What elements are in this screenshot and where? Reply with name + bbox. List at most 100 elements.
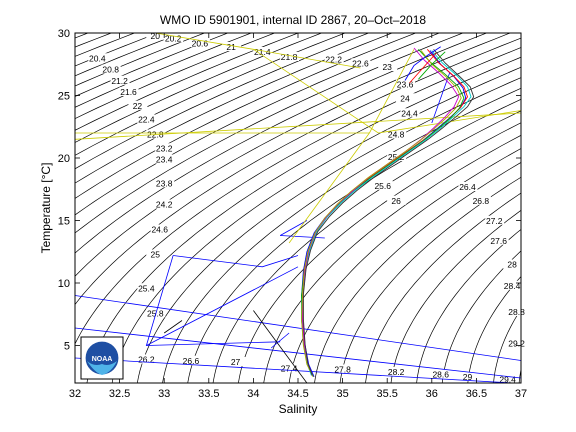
isopycnal-label: 24.4	[401, 108, 418, 118]
isopycnal-label: 28.2	[388, 367, 405, 377]
profile-series	[301, 46, 475, 378]
isopycnal-label-bg	[137, 114, 157, 124]
isopycnal-label-bg	[489, 235, 509, 245]
isopycnal-label-bg	[378, 62, 398, 71]
y-tick-label: 20	[58, 153, 70, 165]
y-axis-ticks: 5 10 15 20 25 30	[58, 28, 521, 353]
isopycnal-label-bg	[351, 58, 371, 68]
isopycnal-line	[86, 56, 521, 383]
isopycnal-label: 23.4	[156, 155, 173, 165]
isopycnal-label-bg	[503, 280, 523, 290]
y-tick-label: 25	[58, 91, 70, 103]
y-tick-label: 30	[58, 28, 70, 40]
isopycnal-line	[75, 33, 488, 254]
isopycnal-label-bg	[253, 47, 273, 56]
x-tick-label: 32	[69, 388, 81, 400]
profile-line	[418, 51, 446, 80]
isopycnal-label-bg	[387, 152, 407, 161]
isopycnal-label: 25.8	[147, 308, 164, 318]
isopycnal-label: 20.6	[192, 38, 209, 48]
isopycnal-label: 21	[226, 42, 236, 52]
isopycnal-line	[570, 27, 576, 390]
isopycnal-line	[75, 33, 323, 143]
isopycnal-label: 21.2	[111, 76, 128, 86]
isopycnal-label-bg	[507, 307, 527, 316]
isopycnal-line	[136, 77, 521, 383]
isopycnal-line	[365, 192, 521, 383]
isopycnal-label-bg	[396, 79, 416, 89]
reference-line	[75, 295, 521, 361]
isopycnal-label-bg	[471, 195, 491, 205]
reference-line	[280, 220, 308, 236]
x-tick-label: 35	[336, 388, 348, 400]
isopycnal-label: 29.2	[508, 338, 525, 348]
isopycnal-line	[75, 33, 370, 170]
noaa-logo: NOAA	[80, 336, 124, 380]
isopycnal-line	[75, 33, 393, 184]
isopycnal-label: 27.4	[281, 363, 298, 373]
isopycnal-label-bg	[485, 215, 505, 225]
isopycnal-line	[339, 176, 521, 383]
isopycnal-label: 28	[507, 260, 517, 270]
profile-line	[301, 50, 462, 378]
isopycnal-label-bg	[222, 42, 242, 51]
isopycnal-label-bg	[387, 129, 407, 139]
isopycnal-line	[314, 162, 521, 383]
y-axis-label: Temperature [°C]	[39, 163, 53, 254]
isopycnal-label: 20.8	[102, 65, 119, 75]
isopycnal-line	[75, 33, 229, 97]
isopycnal-line	[390, 209, 521, 383]
isopycnal-line	[467, 275, 521, 383]
isopycnal-line	[212, 110, 521, 383]
isopycnal-label-bg	[137, 354, 157, 364]
x-tick-label: 34	[247, 388, 259, 400]
isopycnal-label: 28.8	[508, 307, 525, 317]
isopycnal-line	[75, 33, 464, 234]
isopycnal-label: 24.6	[151, 225, 168, 235]
x-axis-label: Salinity	[279, 402, 318, 416]
isopycnal-label-bg	[280, 363, 300, 373]
reference-line	[75, 357, 513, 383]
isopycnal-label-bg	[150, 224, 170, 234]
profile-line	[404, 46, 441, 81]
isopycnal-line	[441, 250, 521, 383]
isopycnal-label: 27.8	[334, 365, 351, 375]
reference-line	[253, 48, 361, 69]
isopycnal-label: 22	[133, 101, 143, 111]
x-axis-ticks: 32 32.5 33 33.5 34 34.5 35 35.5 36 36.5 37	[69, 33, 527, 400]
isopycnal-label: 27	[231, 357, 241, 367]
isopycnal-label: 22.4	[138, 115, 155, 125]
isopycnal-labels: 20 20.2 20.4 20.6 20.8 21 21.2 21.4 21.6 21.8 22 22…	[88, 30, 527, 385]
isopycnal-label: 23.2	[156, 143, 173, 153]
profile-line	[409, 52, 437, 84]
noaa-logo-text: NOAA	[92, 356, 113, 363]
isopycnal-label: 26.4	[459, 182, 476, 192]
isopycnal-label: 24.2	[156, 200, 173, 210]
isopycnal-label: 22.6	[352, 58, 369, 68]
isopycnal-label: 21.4	[254, 47, 271, 57]
isopycnal-label-bg	[507, 338, 527, 348]
isopycnal-line	[75, 33, 346, 156]
isopycnal-label: 20.2	[165, 33, 182, 43]
isopycnal-label-bg	[400, 108, 420, 118]
isopycnal-label: 27.6	[490, 236, 507, 246]
isopycnal-line	[162, 87, 521, 383]
isopycnal-line	[111, 66, 521, 383]
isopycnal-label: 21.8	[281, 52, 298, 62]
isopycnal-label: 25.6	[374, 181, 391, 191]
isopycnal-label: 25.2	[388, 152, 405, 162]
isopycnal-label-bg	[101, 64, 121, 74]
isopycnal-label-bg	[181, 355, 201, 365]
reference-line	[173, 255, 299, 268]
isopycnal-label: 28.4	[504, 281, 521, 291]
isopycnal-label: 24.8	[388, 130, 405, 140]
isopycnal-line	[493, 308, 521, 383]
isopycnal-label-bg	[137, 283, 157, 293]
reference-line	[253, 310, 308, 383]
isopycnal-label: 26.6	[183, 356, 200, 366]
y-tick-label: 15	[58, 216, 70, 228]
isopycnal-label: 29.4	[499, 375, 516, 385]
isopycnal-line	[263, 134, 521, 383]
isopycnal-label: 20	[151, 31, 161, 41]
